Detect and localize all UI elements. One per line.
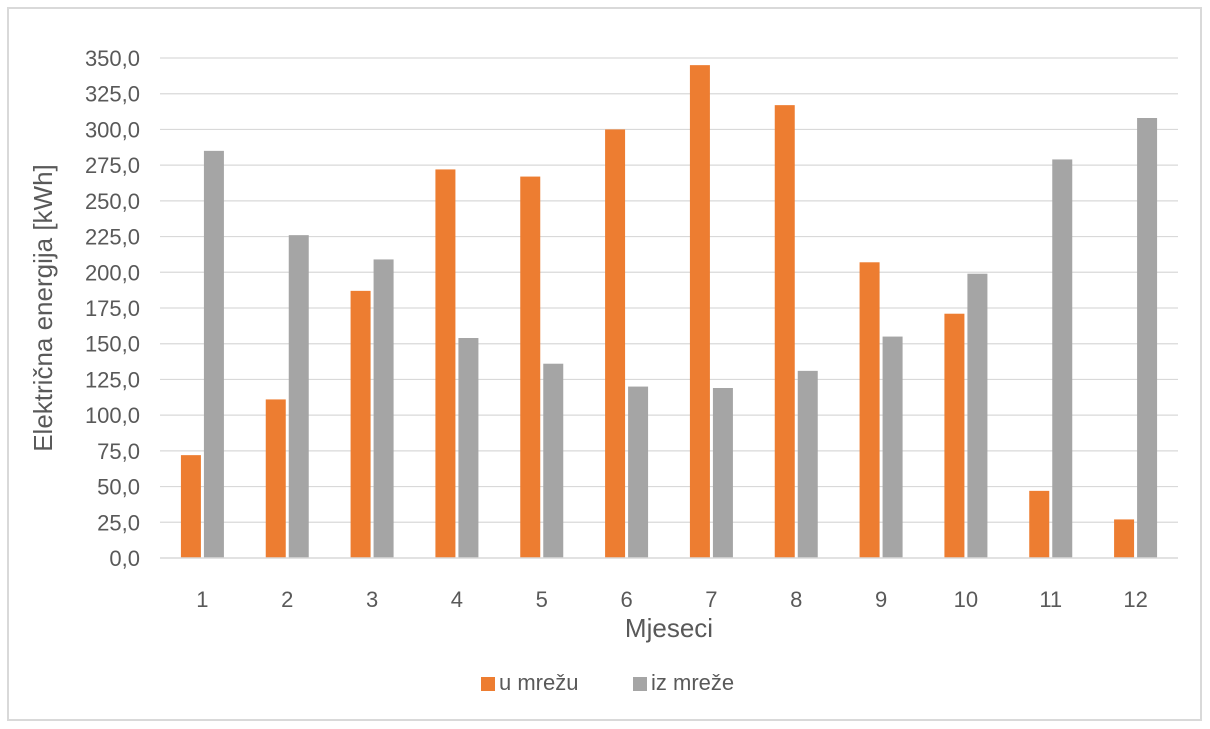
x-tick-label: 6	[620, 587, 632, 612]
y-tick-label: 125,0	[85, 367, 140, 392]
y-tick-label: 275,0	[85, 153, 140, 178]
y-axis-ticks: 0,0 25,0 50,0 75,0 100,0 125,0 150,0 175,0 200,0…	[85, 46, 140, 571]
bar-iz-mreze-5	[543, 363, 564, 558]
bar-u-mrezu-8	[774, 105, 795, 559]
bar-u-mrezu-11	[1029, 490, 1050, 558]
bar-iz-mreze-10	[967, 273, 988, 558]
y-tick-label: 100,0	[85, 403, 140, 428]
x-tick-label: 5	[536, 587, 548, 612]
bar-u-mrezu-7	[689, 65, 710, 558]
bar-iz-mreze-9	[882, 336, 903, 558]
bar-u-mrezu-6	[605, 129, 626, 558]
y-tick-label: 225,0	[85, 225, 140, 250]
y-tick-label: 250,0	[85, 189, 140, 214]
x-tick-label: 7	[705, 587, 717, 612]
legend-label: iz mreže	[651, 670, 734, 695]
bar-u-mrezu-5	[520, 176, 541, 559]
chart-frame: 0,0 25,0 50,0 75,0 100,0 125,0 150,0 175,0 200,0…	[7, 7, 1202, 721]
bar-u-mrezu-9	[859, 262, 880, 558]
x-tick-label: 4	[451, 587, 463, 612]
x-axis-ticks: 1 2 3 4 5 6 7 8 9 10 11 12	[196, 587, 1148, 612]
bar-iz-mreze-8	[797, 370, 818, 558]
x-tick-label: 8	[790, 587, 802, 612]
legend: u mrežu iz mreže	[481, 670, 734, 695]
y-tick-label: 350,0	[85, 46, 140, 71]
bar-iz-mreze-6	[628, 386, 649, 558]
bar-chart: 0,0 25,0 50,0 75,0 100,0 125,0 150,0 175,0 200,0…	[28, 46, 1178, 695]
bar-u-mrezu-2	[265, 399, 286, 558]
y-tick-label: 25,0	[97, 510, 140, 535]
y-tick-label: 300,0	[85, 117, 140, 142]
gridlines	[160, 57, 1178, 523]
bar-u-mrezu-4	[435, 169, 456, 558]
legend-label: u mrežu	[499, 670, 578, 695]
bars	[180, 65, 1158, 559]
bar-u-mrezu-10	[944, 313, 965, 558]
x-tick-label: 11	[1039, 587, 1062, 612]
x-tick-label: 3	[366, 587, 378, 612]
bar-iz-mreze-12	[1137, 118, 1158, 558]
y-tick-label: 200,0	[85, 260, 140, 285]
y-tick-label: 325,0	[85, 82, 140, 107]
x-tick-label: 10	[954, 587, 978, 612]
bar-iz-mreze-7	[712, 388, 733, 558]
x-tick-label: 9	[875, 587, 887, 612]
y-tick-label: 175,0	[85, 296, 140, 321]
x-tick-label: 12	[1123, 587, 1147, 612]
y-axis-title: Električna energija [kWh]	[28, 164, 58, 452]
y-tick-label: 0,0	[109, 546, 140, 571]
y-tick-label: 50,0	[97, 475, 140, 500]
bar-iz-mreze-1	[203, 150, 224, 558]
bar-iz-mreze-11	[1052, 159, 1073, 558]
y-tick-label: 75,0	[97, 439, 140, 464]
x-tick-label: 2	[281, 587, 293, 612]
x-tick-label: 1	[196, 587, 208, 612]
bar-iz-mreze-2	[288, 235, 309, 558]
bar-u-mrezu-3	[350, 290, 371, 558]
bar-u-mrezu-12	[1114, 519, 1135, 558]
bar-u-mrezu-1	[180, 455, 201, 558]
x-axis-title: Mjeseci	[625, 613, 713, 643]
bar-iz-mreze-3	[373, 259, 394, 558]
y-tick-label: 150,0	[85, 332, 140, 357]
bar-iz-mreze-4	[458, 338, 479, 558]
legend-swatch	[633, 677, 647, 691]
legend-swatch	[481, 677, 495, 691]
